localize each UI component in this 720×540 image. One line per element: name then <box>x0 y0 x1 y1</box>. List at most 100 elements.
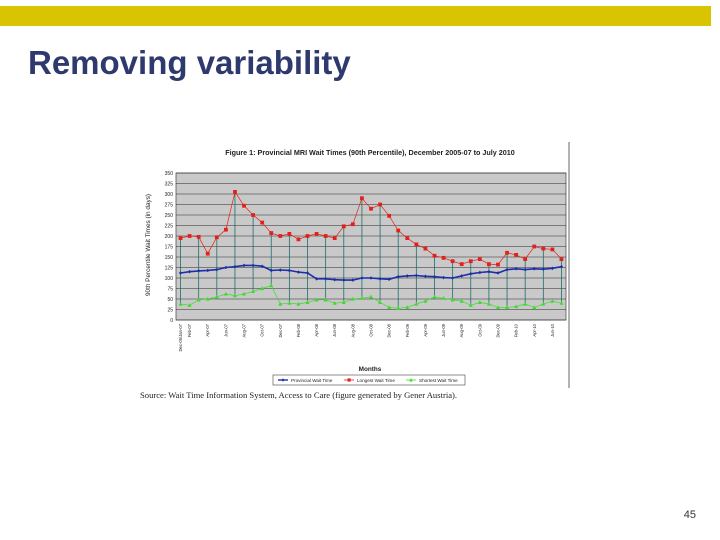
data-point-provincial <box>478 270 482 275</box>
data-point-longest <box>260 220 265 225</box>
data-point-shortest <box>559 301 564 305</box>
data-point-shortest <box>486 301 491 306</box>
data-point-longest <box>532 244 537 249</box>
data-point-shortest <box>341 300 346 304</box>
data-point-provincial <box>523 267 527 272</box>
data-point-provincial <box>224 265 228 270</box>
data-point-longest <box>441 255 446 260</box>
x-tick-label: Apr-08 <box>314 323 319 336</box>
data-point-longest <box>496 262 500 267</box>
y-tick-label: 325 <box>165 182 174 188</box>
data-point-longest <box>450 259 455 264</box>
data-point-shortest <box>205 296 210 301</box>
data-point-provincial <box>441 275 446 280</box>
x-tick-label: Aug-07 <box>242 323 247 337</box>
data-point-longest <box>296 237 301 242</box>
data-point-shortest <box>550 298 555 303</box>
y-tick-label: 275 <box>165 203 174 209</box>
slide-title: Removing variability <box>28 44 351 81</box>
data-point-longest <box>341 224 346 229</box>
data-point-shortest <box>278 301 283 306</box>
legend-label: Provincial Wait Time <box>291 378 333 383</box>
data-point-provincial <box>432 274 437 279</box>
data-point-provincial <box>505 267 509 272</box>
y-tick-label: 100 <box>165 276 174 282</box>
x-tick-label: Apr-07 <box>205 323 210 336</box>
data-point-shortest <box>223 291 228 296</box>
data-point-longest <box>432 253 437 258</box>
y-tick-label: 0 <box>170 318 173 324</box>
gold-band <box>0 6 711 26</box>
legend-swatch-marker <box>409 378 413 382</box>
y-tick-label: 125 <box>165 266 174 272</box>
data-point-provincial <box>314 277 319 281</box>
data-point-longest <box>251 213 255 217</box>
data-point-shortest <box>242 291 247 296</box>
data-point-provincial <box>550 266 554 271</box>
data-point-provincial <box>496 271 500 275</box>
data-point-longest <box>305 234 310 238</box>
data-point-longest <box>514 253 519 257</box>
data-point-longest <box>314 232 319 236</box>
data-point-longest <box>205 251 210 256</box>
data-point-longest <box>223 227 228 232</box>
data-point-shortest <box>414 301 419 306</box>
data-point-shortest <box>432 294 437 299</box>
data-point-provincial <box>233 264 237 269</box>
data-point-longest <box>350 222 355 227</box>
x-tick-label: Jun-08 <box>332 323 337 336</box>
data-point-provincial <box>360 276 364 280</box>
data-point-longest <box>178 236 183 240</box>
data-point-longest <box>332 236 337 240</box>
x-tick-label: Dec-09 <box>495 323 500 337</box>
y-tick-label: 25 <box>167 308 173 314</box>
data-point-provincial <box>469 272 473 276</box>
data-point-longest <box>323 234 328 238</box>
wait-times-chart: Figure 1: Provincial MRI Wait Times (90t… <box>145 142 570 388</box>
x-tick-label: Feb-09 <box>405 323 410 337</box>
data-point-provincial <box>351 278 355 282</box>
data-point-provincial <box>423 274 428 279</box>
data-point-provincial <box>188 269 192 274</box>
data-point-provincial <box>197 269 201 273</box>
data-point-shortest <box>287 301 292 305</box>
x-axis-label: Months <box>359 366 382 373</box>
source-caption: Source: Wait Time Information System, Ac… <box>140 390 458 400</box>
data-point-longest <box>287 232 292 236</box>
data-point-shortest <box>396 306 401 310</box>
data-point-provincial <box>460 274 464 278</box>
data-point-longest <box>396 228 401 233</box>
data-point-longest <box>541 246 546 251</box>
legend-swatch-marker <box>281 378 285 382</box>
data-point-shortest <box>387 305 392 309</box>
data-point-shortest <box>323 297 328 302</box>
x-tick-label: Jun-09 <box>441 323 446 336</box>
x-tick-label: Oct-09 <box>477 323 482 336</box>
data-point-shortest <box>269 283 274 288</box>
y-tick-label: 200 <box>165 234 174 240</box>
data-point-shortest <box>450 297 455 302</box>
data-point-provincial <box>342 278 346 282</box>
x-tick-label: Feb-10 <box>514 323 519 337</box>
y-tick-label: 50 <box>167 297 173 303</box>
data-point-provincial <box>414 273 418 278</box>
data-point-longest <box>378 202 382 207</box>
data-point-longest <box>269 231 274 235</box>
x-tick-label: Oct-07 <box>260 323 265 336</box>
data-point-provincial <box>559 264 564 269</box>
x-tick-label: Oct-08 <box>369 323 374 336</box>
data-point-longest <box>559 257 564 261</box>
x-tick-label: Dec-05/Jan-07 <box>178 323 183 351</box>
data-point-provincial <box>206 268 210 273</box>
data-point-shortest <box>332 301 337 305</box>
data-point-longest <box>414 242 419 247</box>
data-point-shortest <box>423 298 428 303</box>
data-point-shortest <box>178 301 183 306</box>
data-point-shortest <box>514 304 519 309</box>
data-point-shortest <box>468 303 473 307</box>
data-point-longest <box>187 234 192 238</box>
y-tick-label: 175 <box>165 245 174 251</box>
data-point-provincial <box>369 276 373 280</box>
y-tick-label: 300 <box>165 192 174 198</box>
data-point-longest <box>487 262 491 267</box>
